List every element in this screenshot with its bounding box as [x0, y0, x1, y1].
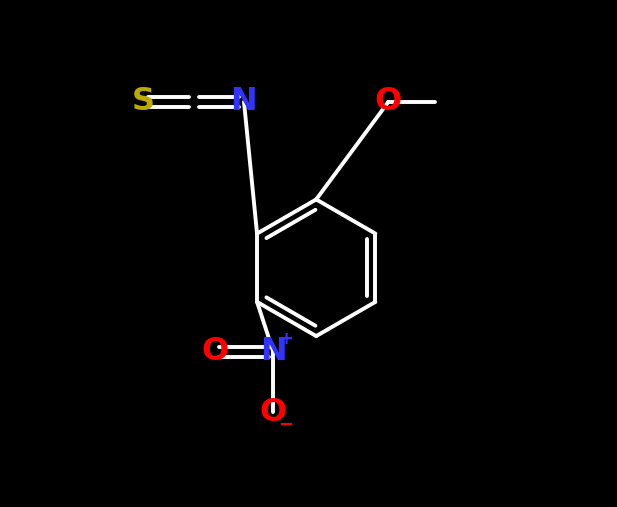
Text: O: O [201, 336, 228, 367]
Text: S: S [132, 86, 155, 117]
Text: +: + [278, 330, 293, 348]
Text: −: − [279, 416, 294, 434]
Text: N: N [260, 336, 287, 367]
Text: O: O [260, 396, 287, 428]
Text: O: O [375, 86, 402, 117]
Text: N: N [231, 86, 257, 117]
